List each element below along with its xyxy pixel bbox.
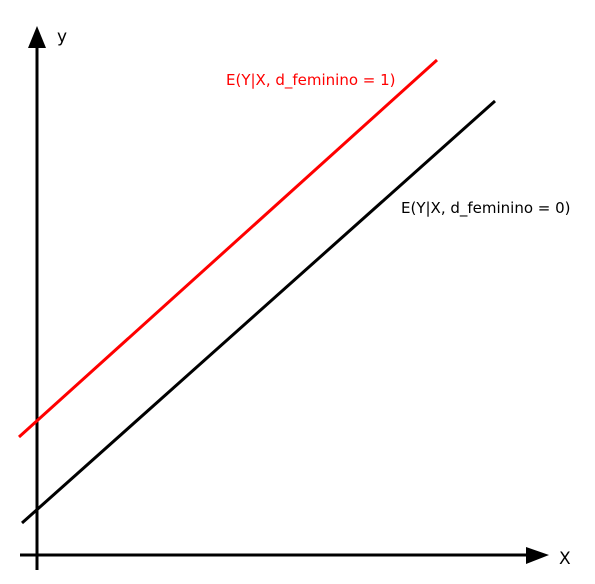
regression-line-male-label: E(Y|X, d_feminino = 0)	[401, 199, 571, 218]
y-axis-arrowhead	[28, 26, 46, 48]
y-axis-label: y	[57, 27, 67, 47]
regression-line-female	[17, 58, 439, 439]
regression-line-male	[21, 99, 496, 525]
x-axis-arrowhead	[526, 547, 549, 564]
regression-line-female-label: E(Y|X, d_feminino = 1)	[226, 71, 396, 90]
x-axis-label: X	[559, 549, 571, 569]
